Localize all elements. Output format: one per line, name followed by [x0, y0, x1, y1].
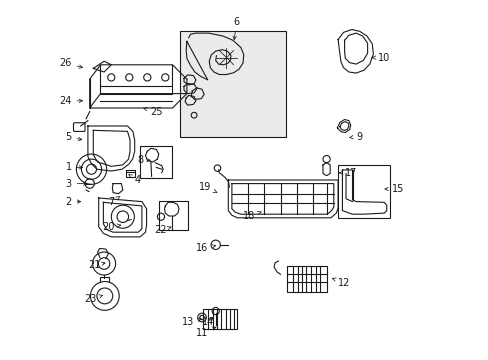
Bar: [159, 201, 188, 230]
Text: 12: 12: [332, 278, 350, 288]
Text: 19: 19: [199, 182, 217, 193]
Text: 18: 18: [243, 211, 261, 221]
Text: 20: 20: [102, 222, 121, 232]
Text: 1: 1: [65, 162, 82, 172]
Text: 21: 21: [88, 260, 105, 270]
Text: 6: 6: [233, 17, 239, 40]
Text: 15: 15: [384, 184, 404, 194]
Text: 7: 7: [108, 196, 120, 207]
Text: 4: 4: [128, 175, 141, 185]
Text: 22: 22: [154, 225, 171, 235]
Text: 24: 24: [59, 96, 82, 106]
Text: 25: 25: [143, 107, 163, 117]
Text: 3: 3: [65, 179, 86, 189]
Text: 23: 23: [84, 294, 102, 304]
Bar: [179, 31, 285, 137]
Text: 16: 16: [196, 243, 215, 253]
Text: 5: 5: [65, 132, 81, 142]
Bar: [140, 146, 172, 178]
Text: 8: 8: [137, 155, 150, 165]
FancyBboxPatch shape: [73, 123, 85, 131]
Bar: [286, 266, 326, 292]
Text: 13: 13: [182, 317, 201, 327]
Text: 14: 14: [201, 317, 213, 327]
Text: 11: 11: [196, 327, 216, 338]
Text: 26: 26: [59, 58, 82, 68]
Text: 9: 9: [349, 132, 362, 142]
Text: 17: 17: [339, 168, 357, 178]
Bar: [337, 165, 389, 218]
Bar: [203, 309, 237, 329]
Text: 2: 2: [65, 197, 81, 207]
Text: 10: 10: [371, 53, 389, 63]
